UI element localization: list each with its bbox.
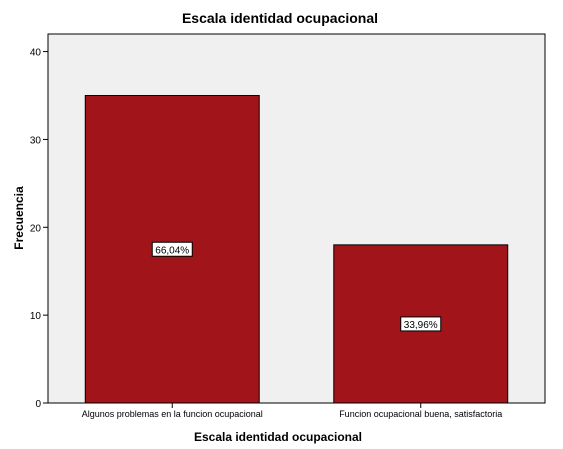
x-axis: Algunos problemas en la funcion ocupacio… (82, 403, 502, 419)
data-label: 33,96% (404, 320, 438, 331)
chart-title: Escala identidad ocupacional (182, 10, 378, 26)
y-tick-label: 40 (30, 48, 42, 59)
y-axis: 0 10 20 30 40 (30, 48, 48, 410)
data-label-box (400, 316, 442, 332)
x-tick-label: Algunos problemas en la funcion ocupacio… (82, 409, 263, 419)
y-axis-label: Frecuencia (12, 186, 26, 250)
x-tick-label: Funcion ocupacional buena, satisfactoria (339, 409, 502, 419)
y-tick-label: 20 (30, 223, 42, 234)
data-label: 66,04% (155, 245, 189, 256)
bars-group: 66,04% 33,96% (84, 95, 509, 404)
data-label-box (151, 241, 193, 257)
x-axis-label: Escala identidad ocupacional (194, 430, 362, 444)
y-tick-label: 0 (35, 399, 41, 410)
y-tick-label: 10 (30, 311, 42, 322)
y-tick-label: 30 (30, 135, 42, 146)
